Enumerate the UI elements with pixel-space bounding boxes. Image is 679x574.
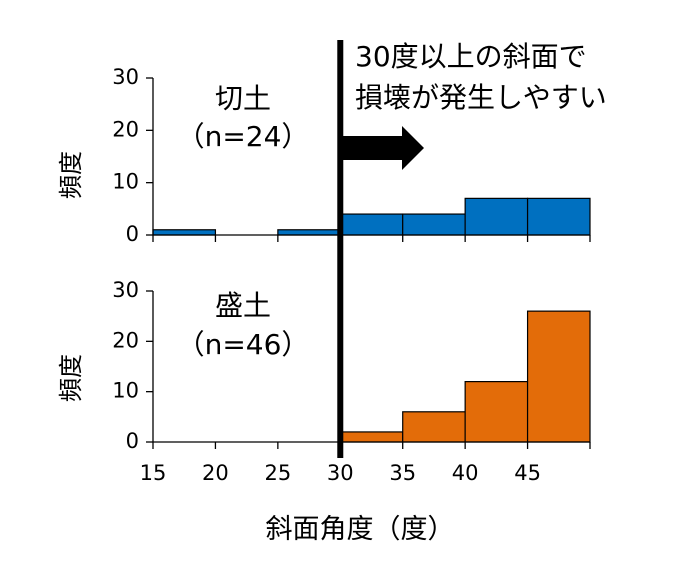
- panel-1-title: 切土: [215, 82, 271, 115]
- panel-2-count: （n=46）: [177, 328, 310, 361]
- x-tick-label: 40: [452, 461, 479, 485]
- panel-1-bars: [152, 197, 591, 236]
- bar-panel2-bin-35: [402, 411, 466, 443]
- x-tick-labels: 15 20 25 30 35 40 45: [140, 461, 541, 485]
- right-arrow-icon: [342, 126, 424, 170]
- bar-panel2-bin-30: [339, 431, 404, 443]
- y-tick-label: 0: [126, 429, 139, 453]
- bar-panel1-bin-35: [402, 213, 466, 236]
- bar-panel1-bin-45: [526, 197, 591, 236]
- x-tick-label: 30: [327, 461, 354, 485]
- x-tick-label: 25: [264, 461, 291, 485]
- bar-panel1-bin-40: [464, 197, 529, 236]
- x-tick-label: 20: [202, 461, 229, 485]
- bar-panel2-bin-40: [464, 381, 529, 443]
- x-tick-label: 15: [140, 461, 167, 485]
- panel-2-y-ticks: 0 10 20 30: [112, 278, 591, 453]
- y-tick-label: 30: [112, 65, 139, 89]
- x-tick-label: 35: [389, 461, 416, 485]
- panel-1-y-ticks: 0 10 20 30: [112, 65, 591, 246]
- panel-fill-soil: 0 10 20 30 頻度 盛土 （n=46）: [57, 278, 591, 453]
- y-tick-label: 10: [112, 379, 139, 403]
- y-tick-label: 10: [112, 170, 139, 194]
- bar-panel1-bin-30: [339, 213, 404, 236]
- panel-1-y-label: 頻度: [57, 151, 85, 199]
- panel-2-y-label: 頻度: [57, 354, 85, 402]
- y-tick-label: 0: [126, 222, 139, 246]
- bar-panel1-bin-15: [152, 229, 217, 236]
- panel-1-count: （n=24）: [177, 120, 310, 153]
- y-tick-label: 20: [112, 328, 139, 352]
- x-axis-label: 斜面角度（度）: [266, 514, 455, 545]
- panel-cut-soil: 0 10 20 30 頻度 切土 （n=24）: [57, 65, 591, 246]
- y-tick-label: 20: [112, 117, 139, 141]
- annotation-line-2: 損壊が発生しやすい: [355, 81, 607, 114]
- bar-panel2-bin-45: [526, 310, 591, 443]
- panel-2-bars: [339, 310, 591, 443]
- x-tick-label: 45: [514, 461, 541, 485]
- annotation-line-1: 30度以上の斜面で: [355, 40, 587, 73]
- bar-panel1-bin-25: [277, 229, 341, 236]
- panel-2-title: 盛土: [215, 289, 271, 322]
- y-tick-label: 30: [112, 278, 139, 302]
